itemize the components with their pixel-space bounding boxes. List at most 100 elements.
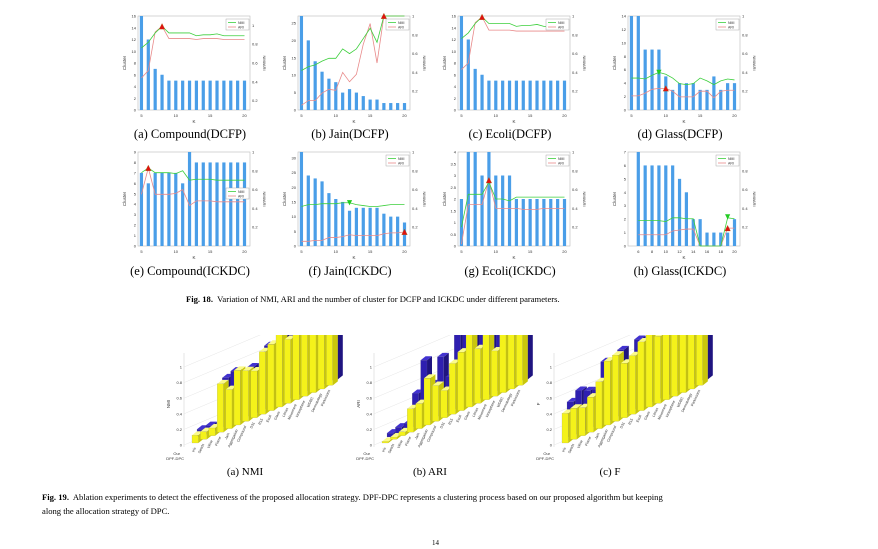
- y-axis-label-right: NMI/ARI: [752, 55, 757, 70]
- category-label: Ionosphere: [665, 400, 676, 418]
- our-bar-top: [654, 335, 663, 337]
- y-tick-label-left: 15: [292, 199, 297, 204]
- category-label: R15: [628, 418, 634, 426]
- cluster-bar: [341, 201, 345, 246]
- x-tick-label: 15: [208, 249, 213, 254]
- our-bar: [662, 335, 670, 400]
- y-tick-label-right: 0.8: [742, 32, 748, 37]
- nmi-line: [631, 71, 735, 86]
- y-tick-label-right: 1: [412, 14, 415, 19]
- our-bar-top: [217, 379, 229, 384]
- ari-line: [631, 87, 735, 99]
- x-tick-label: 15: [528, 249, 533, 254]
- our-bar-top: [424, 374, 436, 379]
- cluster-bar: [327, 78, 331, 110]
- x-tick-label: 15: [208, 113, 213, 118]
- cluster-bar: [242, 80, 247, 110]
- ari-line: [301, 231, 405, 242]
- cluster-bar: [494, 175, 498, 246]
- y-tick-label-left: 8: [134, 61, 137, 66]
- our-bar: [696, 335, 703, 386]
- y-tick-label-left: 0: [624, 108, 627, 113]
- y-tick-label-right: 0.8: [742, 168, 748, 173]
- category-label: Wine: [397, 440, 404, 449]
- fig18-panel-b: 5 10 15 20 0 5 10 15 20 25 0.2 0.4 0.6 0.8 1 K Cluster NM…: [270, 12, 427, 142]
- x-tick-label: 20: [402, 249, 407, 254]
- our-bar: [250, 370, 258, 418]
- our-bar-side: [332, 335, 338, 386]
- legend-box: [715, 154, 740, 167]
- cluster-bar: [494, 80, 498, 110]
- y-axis-label-left: Cluster: [612, 191, 617, 206]
- plot-frame: [137, 15, 251, 111]
- y-tick-label-left: 5: [294, 229, 297, 234]
- category-label: D31: [249, 422, 255, 430]
- cluster-bar: [528, 80, 532, 110]
- y-tick-label-left: 0: [294, 244, 297, 249]
- y-tick-label-right: 1: [572, 14, 575, 19]
- plot-frame: [137, 151, 251, 247]
- our-bar: [645, 335, 653, 408]
- our-bar: [587, 397, 594, 433]
- chart-e: 5 10 15 20 0 1 2 3 4 5 6 7 8 9 0.2 0.4 0.6 0.8 1 K Cluster NM…: [122, 150, 267, 261]
- y-tick-label-left: 20: [292, 185, 297, 190]
- cluster-bar: [229, 162, 233, 246]
- category-label: Seeds: [567, 443, 575, 454]
- grid-line: [553, 335, 631, 368]
- our-bar: [654, 336, 661, 404]
- our-bar: [516, 335, 523, 386]
- cluster-bar: [222, 162, 226, 246]
- category-label: Wine: [207, 440, 214, 449]
- x-tick-label: 10: [664, 113, 669, 118]
- cluster-bar: [389, 216, 393, 246]
- category-label: R15: [258, 418, 264, 426]
- dpf-dpc-bar-top: [617, 345, 629, 350]
- nmi-line: [141, 25, 245, 49]
- cluster-bar: [487, 152, 491, 246]
- x-tick-label: 12: [677, 249, 682, 254]
- y-tick-label-left: 0: [624, 244, 627, 249]
- cluster-bar: [487, 80, 491, 110]
- legend-nmi-label: NMI: [558, 21, 564, 25]
- y-tick-label-left: 0: [134, 244, 137, 249]
- grid-line: [183, 335, 298, 383]
- y-tick-label-left: 4: [134, 84, 137, 89]
- y-tick-label-left: 25: [292, 170, 297, 175]
- category-label: Compound: [236, 425, 247, 443]
- our-bar: [225, 389, 233, 429]
- dpf-dpc-bar-top: [247, 363, 259, 368]
- legend-nmi-label: NMI: [398, 21, 404, 25]
- z-tick-label: 0.2: [176, 427, 182, 432]
- our-bar: [407, 408, 414, 433]
- fig18-caption-text: Variation of NMI, ARI and the number of …: [217, 294, 560, 304]
- cluster-bar: [726, 232, 730, 246]
- chart-g: 5 10 15 20 0 0.5 1 1.5 2 2.5 3 3.5 4 0.2 0.4 0.6 0.8 1 K Cl…: [442, 150, 587, 261]
- cluster-bar: [480, 175, 484, 246]
- legend-ari-label: ARI: [398, 25, 404, 29]
- y-tick-label-left: 1: [134, 233, 137, 238]
- y-tick-label-right: 0.2: [412, 89, 418, 94]
- legend-ari-label: ARI: [558, 161, 564, 165]
- category-label: WDBC: [306, 396, 314, 408]
- z-tick-label: 0.6: [176, 396, 182, 401]
- cluster-bar: [208, 80, 212, 110]
- cluster-bar: [174, 172, 178, 246]
- y-axis-label-left: Cluster: [442, 55, 447, 70]
- cluster-bar: [501, 80, 505, 110]
- dpf-dpc-bar-side: [707, 335, 713, 380]
- chart-f: 5 10 15 200510152025300.20.40.60.81KCluster…: [282, 150, 427, 261]
- y-tick-label-right: 0.6: [742, 51, 748, 56]
- our-bar: [507, 335, 515, 390]
- cluster-bar: [514, 199, 519, 246]
- z-axis-label: F: [536, 402, 541, 405]
- y-tick-label-left: 5: [294, 90, 297, 95]
- z-tick-label: 0.2: [546, 427, 552, 432]
- legend-nmi-label: NMI: [728, 21, 734, 25]
- cluster-bar: [139, 172, 144, 246]
- category-label: Iris: [561, 447, 567, 453]
- cluster-bar: [375, 207, 379, 246]
- y-tick-label-left: 1: [454, 220, 457, 225]
- fig19-panel-b: 0 0.2 0.4 0.6 0.8 1 ARI Our DPF-DPC Iris Seeds Wine…: [350, 335, 545, 465]
- ari-max-marker: [380, 12, 387, 19]
